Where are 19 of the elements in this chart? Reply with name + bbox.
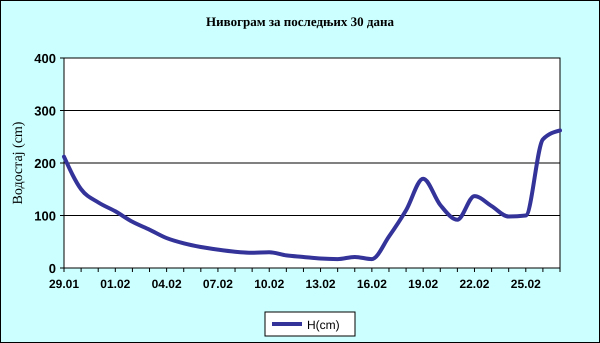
y-tick-label: 200 <box>34 156 56 171</box>
y-axis-title: Водостај (cm) <box>11 121 26 204</box>
x-tick-label: 04.02 <box>152 277 182 291</box>
y-tick-label: 100 <box>34 208 56 224</box>
line-series <box>62 128 562 262</box>
x-tick-label: 29.01 <box>48 277 80 291</box>
x-tick-label: 13.02 <box>306 277 336 291</box>
chart-title: Нивограм за последњих 30 дана <box>206 14 394 29</box>
y-tick-label: 0 <box>48 261 56 276</box>
x-tick-label: 16.02 <box>356 277 388 291</box>
x-tick-label: 10.02 <box>254 277 285 291</box>
x-tick-label: 07.02 <box>202 277 234 291</box>
x-tick-label: 01.02 <box>100 277 131 291</box>
x-tick-label: 19.02 <box>408 277 439 291</box>
y-tick-label: 300 <box>34 104 56 118</box>
y-tick-label: 400 <box>34 51 56 66</box>
x-tick-label: 22.02 <box>459 277 490 291</box>
x-tick-label: 25.02 <box>510 277 542 291</box>
legend-label: H(cm) <box>307 318 340 332</box>
